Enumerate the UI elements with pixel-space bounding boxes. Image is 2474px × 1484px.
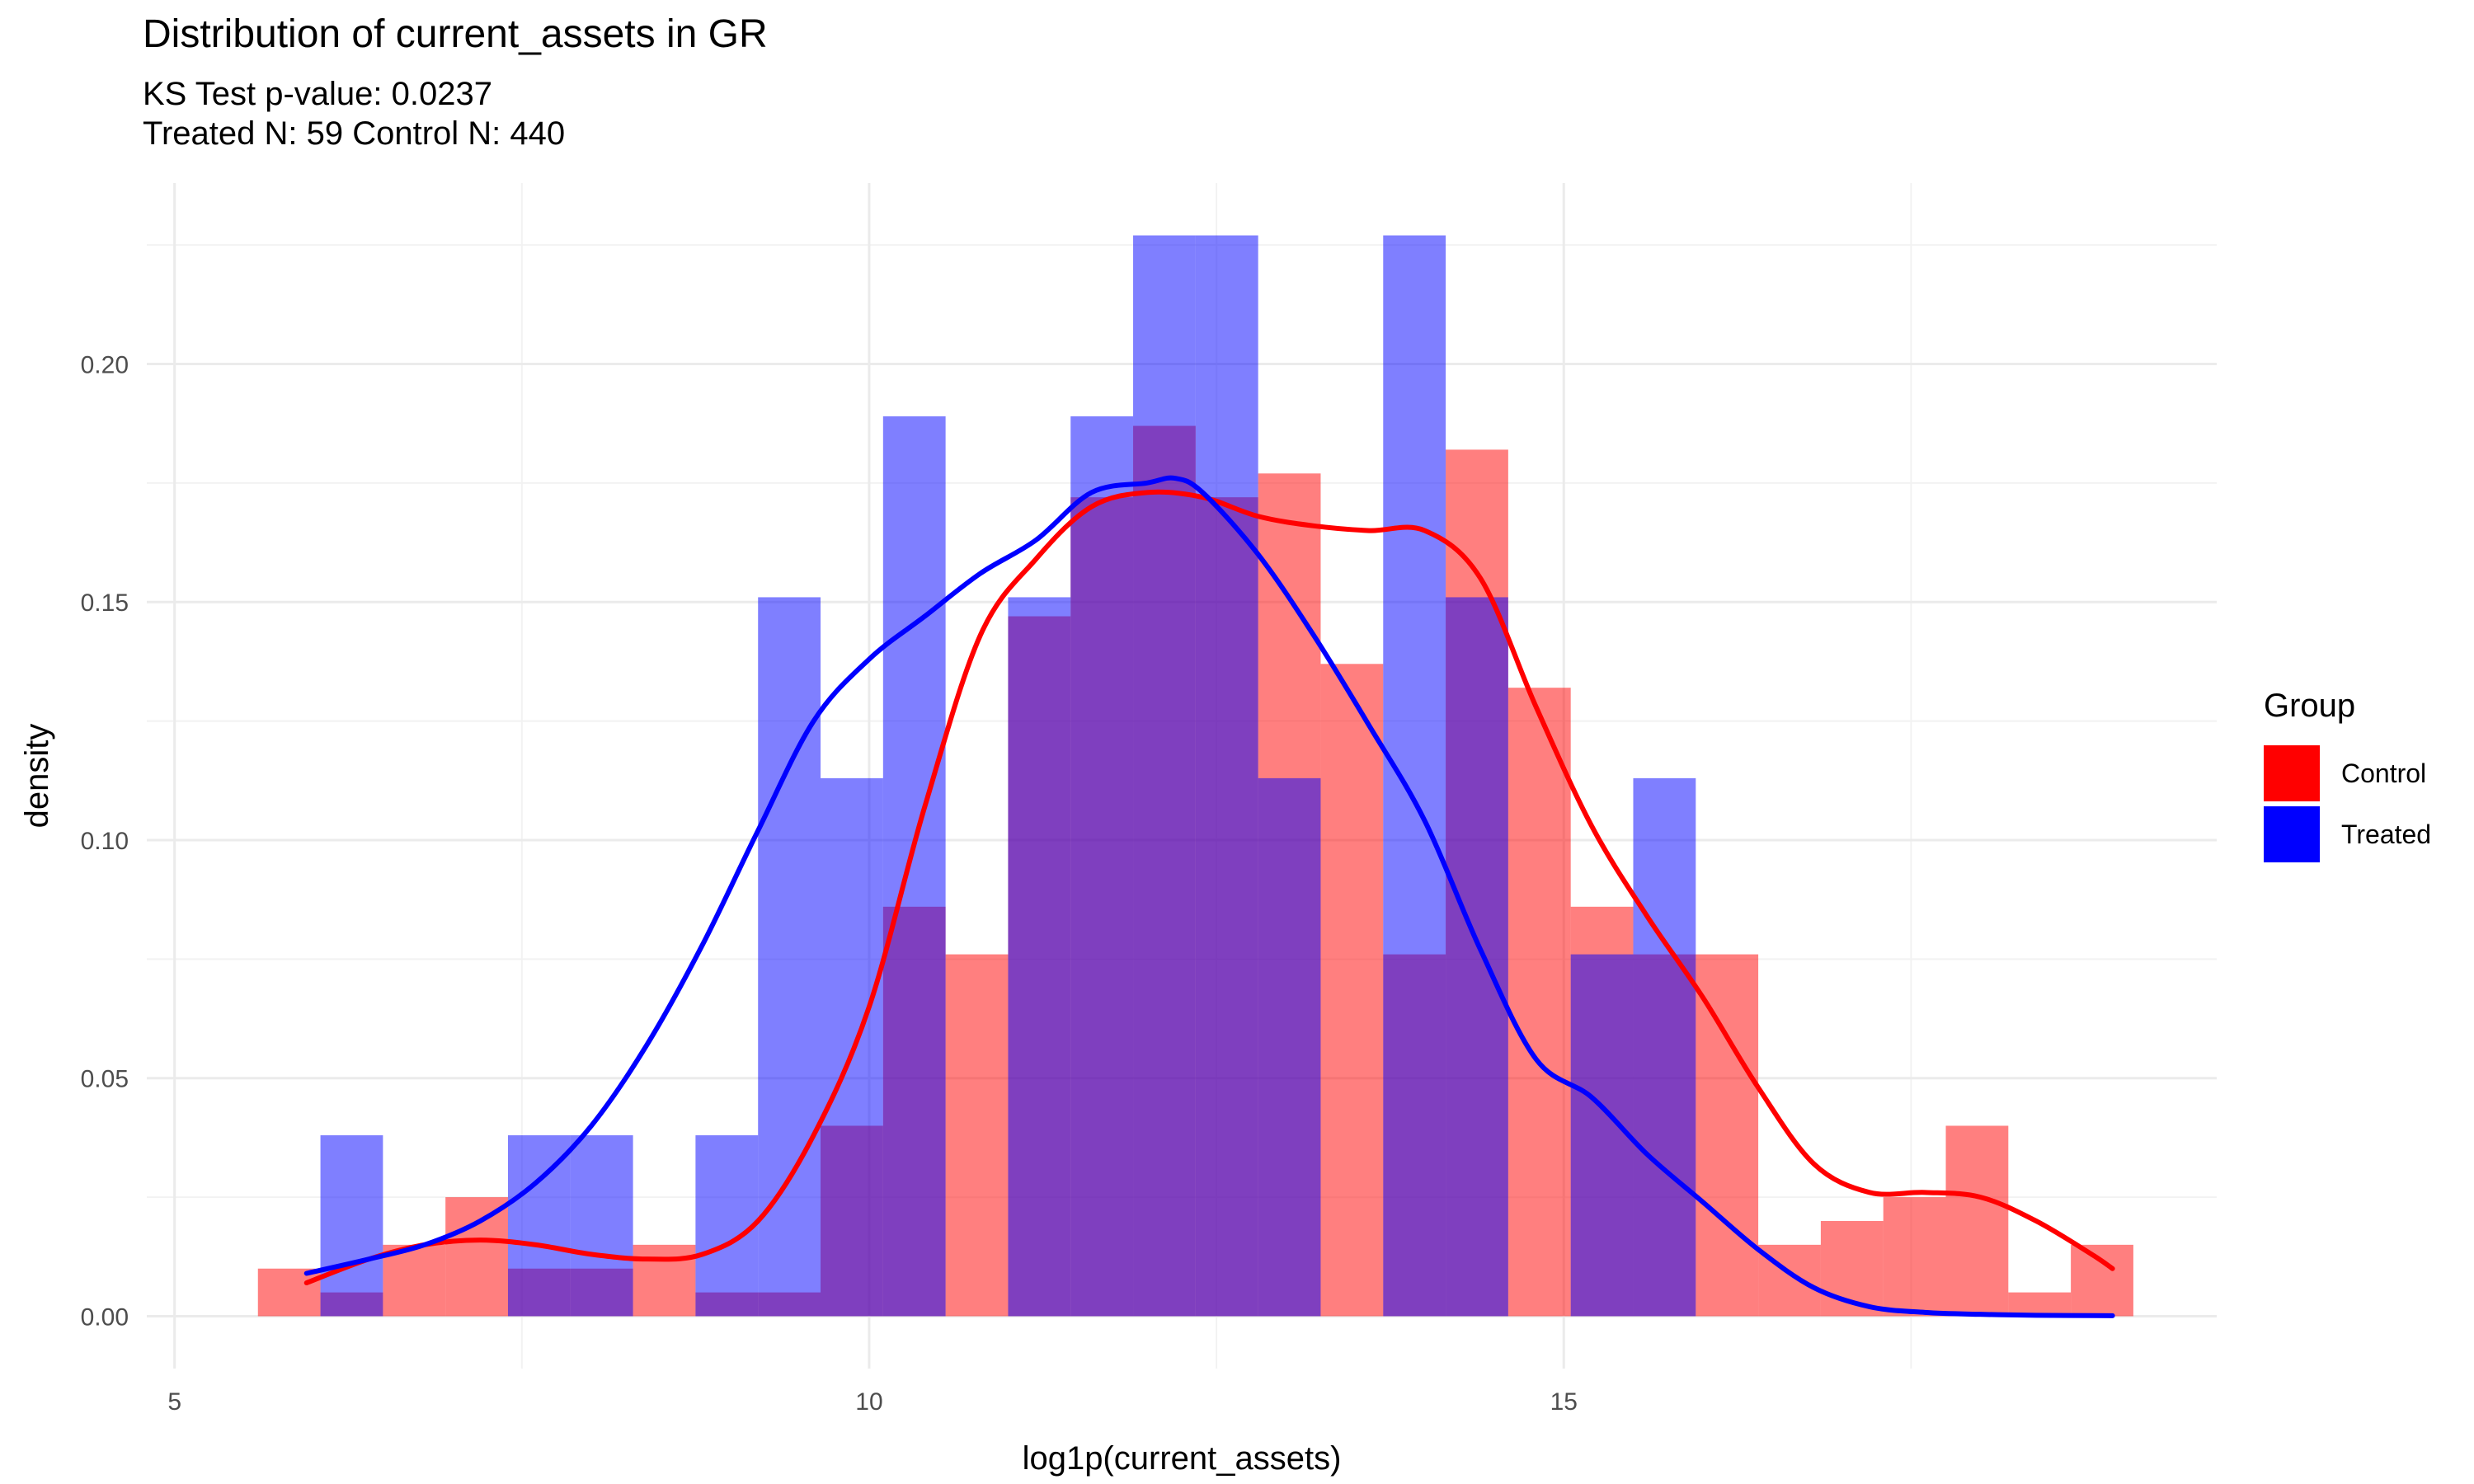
x-tick-label: 15 — [1550, 1388, 1578, 1416]
histogram-bar-treated — [882, 416, 946, 1317]
legend-label-treated: Treated — [2341, 819, 2432, 849]
y-axis-title: density — [19, 724, 55, 829]
histogram-bar-control — [445, 1197, 508, 1317]
x-tick-label: 5 — [167, 1388, 181, 1416]
y-tick-label: 0.00 — [81, 1303, 129, 1331]
histogram-bar-treated — [570, 1135, 633, 1317]
y-tick-label: 0.05 — [81, 1066, 129, 1093]
histogram-bar-control — [1696, 954, 1759, 1317]
histogram-bar-treated — [1446, 597, 1508, 1317]
density-curves — [303, 475, 2115, 1318]
legend-item-control: Control — [2264, 743, 2431, 804]
histogram-bar-control — [945, 954, 1009, 1317]
histogram-bars — [257, 235, 2133, 1317]
histogram-bar-treated — [1633, 777, 1696, 1317]
histogram-bar-control — [633, 1244, 696, 1317]
histogram-bar-treated — [1383, 235, 1446, 1317]
histogram-bar-treated — [1133, 235, 1196, 1317]
histogram-bar-treated — [1070, 416, 1134, 1317]
histogram-bar-treated — [1258, 777, 1321, 1317]
histogram-bar-treated — [320, 1135, 383, 1317]
histogram-bar-treated — [507, 1135, 571, 1317]
histogram-bar-control — [1507, 688, 1571, 1317]
histogram-bar-control — [257, 1268, 321, 1317]
histogram-bar-treated — [1008, 597, 1071, 1317]
legend-title: Group — [2264, 688, 2356, 724]
x-tick-label: 10 — [855, 1388, 882, 1416]
y-tick-label: 0.20 — [81, 351, 129, 378]
histogram-bar-control — [1883, 1197, 1946, 1317]
subtitle-line-ks: KS Test p-value: 0.0237 — [143, 76, 492, 112]
histogram-bar-control — [2071, 1244, 2133, 1317]
chart-subtitle: KS Test p-value: 0.0237 Treated N: 59 Co… — [143, 74, 565, 153]
legend-label-control: Control — [2341, 758, 2427, 788]
y-tick-label: 0.10 — [81, 828, 129, 855]
density-curve-treated — [303, 475, 2115, 1318]
subtitle-line-n: Treated N: 59 Control N: 440 — [143, 115, 566, 152]
histogram-bar-control — [2008, 1292, 2072, 1317]
histogram-bar-treated — [1570, 954, 1634, 1317]
histogram-bar-treated — [758, 597, 821, 1317]
tick-labels: 5 10 15 0.00 0.05 0.10 0.15 0.20 — [81, 351, 1578, 1416]
x-axis-title: log1p(current_assets) — [1023, 1440, 1342, 1477]
histogram-bar-control — [383, 1244, 446, 1317]
chart-title: Distribution of current_assets in GR — [143, 12, 768, 56]
histogram-bar-control — [1945, 1125, 2009, 1317]
histogram-bar-control — [1320, 664, 1384, 1317]
histogram-bar-treated — [1195, 235, 1258, 1317]
histogram-bar-treated — [695, 1135, 759, 1317]
legend-key-control — [2264, 745, 2320, 801]
legend-item-treated: Treated — [2264, 804, 2431, 865]
legend: Group Control Treated — [2264, 688, 2431, 865]
y-tick-label: 0.15 — [81, 589, 129, 617]
legend-key-treated — [2264, 806, 2320, 862]
